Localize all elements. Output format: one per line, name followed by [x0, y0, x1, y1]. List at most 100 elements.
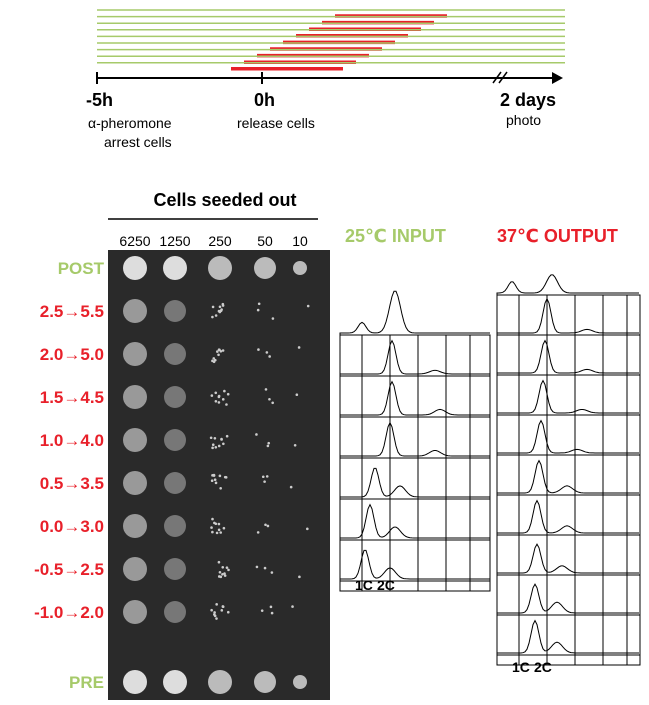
time-note: photo	[506, 112, 541, 128]
colony	[219, 475, 222, 478]
colony	[257, 309, 260, 312]
colony	[218, 529, 221, 532]
row-label: 2.5→5.5	[40, 302, 104, 321]
colony	[222, 605, 225, 608]
colony	[215, 400, 218, 403]
colony	[223, 390, 226, 393]
colony	[268, 398, 271, 401]
colony	[215, 314, 218, 317]
colony	[218, 395, 221, 398]
colony	[219, 571, 222, 574]
output-title: 37℃ OUTPUT	[497, 226, 618, 246]
colony-spot	[164, 472, 186, 494]
colony-spot	[164, 343, 186, 365]
colony	[298, 576, 301, 579]
colony	[224, 476, 227, 479]
colony	[264, 567, 267, 570]
colony	[264, 523, 267, 526]
histogram	[497, 461, 639, 495]
histogram	[497, 501, 639, 535]
colony	[270, 606, 273, 609]
time-note: release cells	[237, 115, 315, 131]
colony-spot	[123, 299, 147, 323]
row-label: -1.0→2.0	[34, 603, 104, 622]
colony	[261, 609, 264, 612]
colony	[214, 391, 217, 394]
colony-spot	[123, 256, 147, 280]
axis-label: 1C	[512, 659, 530, 675]
colony-spot	[293, 675, 307, 689]
histogram	[497, 544, 639, 575]
dilution-label: 10	[292, 233, 308, 249]
colony	[222, 442, 225, 445]
colony	[220, 438, 223, 441]
time-note: α-pheromone	[88, 115, 172, 131]
colony-spot	[123, 600, 147, 624]
colony	[216, 532, 219, 535]
colony	[257, 531, 260, 534]
histogram	[497, 381, 639, 415]
histogram	[497, 584, 639, 615]
row-label: 2.0→5.0	[40, 345, 104, 364]
time-label: -5h	[86, 90, 113, 110]
colony	[291, 605, 294, 608]
colony	[211, 316, 214, 319]
colony	[218, 445, 221, 448]
colony	[220, 609, 223, 612]
colony	[219, 487, 222, 490]
colony	[272, 317, 275, 320]
colony	[215, 617, 218, 620]
row-label: PRE	[69, 673, 104, 692]
axis-arrow	[552, 72, 563, 84]
colony	[215, 446, 218, 449]
axis-label: 2C	[534, 659, 552, 675]
row-label: 1.5→4.5	[40, 388, 104, 407]
colony	[214, 615, 217, 618]
colony	[226, 566, 229, 569]
time-label: 2 days	[500, 90, 556, 110]
colony	[217, 354, 220, 357]
colony-spot	[293, 261, 307, 275]
colony	[265, 388, 268, 391]
row-label: -0.5→2.5	[34, 560, 104, 579]
colony-spot	[123, 428, 147, 452]
colony	[210, 526, 213, 529]
colony	[266, 475, 269, 478]
colony	[218, 561, 221, 564]
row-label: 0.5→3.5	[40, 474, 104, 493]
plate-title: Cells seeded out	[153, 190, 296, 210]
colony	[211, 394, 214, 397]
colony-spot	[123, 670, 147, 694]
colony	[307, 305, 310, 308]
timeline	[97, 10, 565, 69]
colony-spot	[164, 300, 186, 322]
colony	[219, 305, 222, 308]
colony-spot	[123, 385, 147, 409]
axis-label: 1C	[355, 577, 373, 593]
colony	[294, 444, 297, 447]
colony	[223, 527, 226, 530]
colony-spot	[163, 670, 187, 694]
colony	[267, 442, 270, 445]
row-label: 0.0→3.0	[40, 517, 104, 536]
colony	[290, 486, 293, 489]
colony	[225, 403, 228, 406]
colony	[223, 572, 226, 575]
colony	[220, 309, 223, 312]
hist-frame	[497, 295, 640, 665]
colony	[220, 576, 223, 579]
histogram	[497, 299, 639, 335]
colony	[268, 355, 271, 358]
colony	[227, 393, 230, 396]
dilution-label: 250	[208, 233, 232, 249]
colony-spot	[208, 670, 232, 694]
colony	[257, 348, 260, 351]
page: {"timeline": {"start_label": "-5h", "sta…	[0, 0, 649, 705]
colony	[216, 350, 219, 353]
colony	[211, 447, 214, 450]
colony-spot	[123, 514, 147, 538]
colony	[215, 603, 218, 606]
colony-spot	[254, 671, 276, 693]
colony	[212, 443, 215, 446]
